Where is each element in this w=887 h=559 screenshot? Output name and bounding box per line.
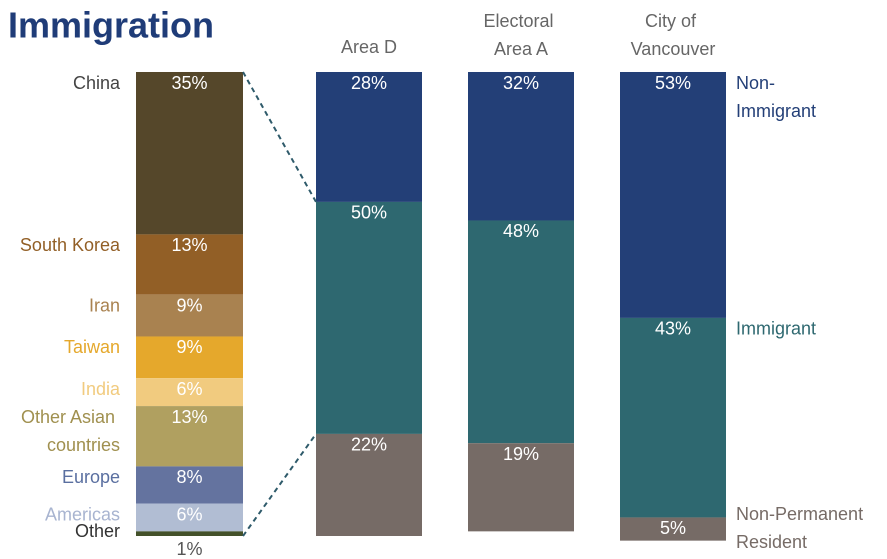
value-label: 6% (176, 379, 202, 399)
category-label: China (73, 73, 121, 93)
category-label: Other Asian countries (21, 407, 120, 455)
value-label: 13% (171, 407, 207, 427)
segment (620, 517, 726, 541)
segment (620, 317, 726, 518)
value-label: 48% (503, 221, 539, 241)
segment (136, 72, 243, 235)
segment (468, 443, 574, 532)
segment (468, 220, 574, 444)
category-label: South Korea (20, 235, 121, 255)
segment (136, 503, 243, 532)
column-header: City of Vancouver (631, 11, 716, 59)
segment (620, 72, 726, 318)
value-label: 6% (176, 504, 202, 524)
value-label: 32% (503, 73, 539, 93)
category-label: Americas (45, 504, 120, 524)
segment (468, 72, 574, 221)
category-label: India (81, 379, 121, 399)
segment (136, 531, 243, 536)
value-label: 28% (351, 73, 387, 93)
segment (136, 406, 243, 467)
category-label: Europe (62, 467, 120, 487)
value-label: 9% (176, 295, 202, 315)
segment (136, 378, 243, 407)
category-label: Iran (89, 295, 120, 315)
value-label: 43% (655, 319, 691, 339)
value-label: 13% (171, 235, 207, 255)
value-label: 8% (176, 467, 202, 487)
category-label: Taiwan (64, 337, 120, 357)
category-label: Other (75, 521, 120, 541)
segment (316, 433, 422, 536)
legend-label: Non-Permanent Resident (736, 504, 868, 552)
value-label: 19% (503, 444, 539, 464)
legend-label: Immigrant (736, 319, 816, 339)
column-header: Area D (341, 37, 397, 57)
segment (316, 201, 422, 434)
value-label: 53% (655, 73, 691, 93)
segment (136, 336, 243, 379)
value-label: 5% (660, 518, 686, 538)
value-label: 9% (176, 337, 202, 357)
column-header: Electoral Area A (483, 11, 558, 59)
connector (242, 71, 317, 203)
segment (136, 466, 243, 504)
chart-title: Immigration (8, 5, 214, 46)
segment (136, 234, 243, 295)
value-label: 35% (171, 73, 207, 93)
value-label: 1% (176, 539, 202, 559)
segment (136, 294, 243, 337)
value-label: 50% (351, 203, 387, 223)
connector (242, 433, 317, 537)
segment (316, 72, 422, 202)
legend-label: Non-Immigrant (736, 73, 816, 121)
value-label: 22% (351, 435, 387, 455)
